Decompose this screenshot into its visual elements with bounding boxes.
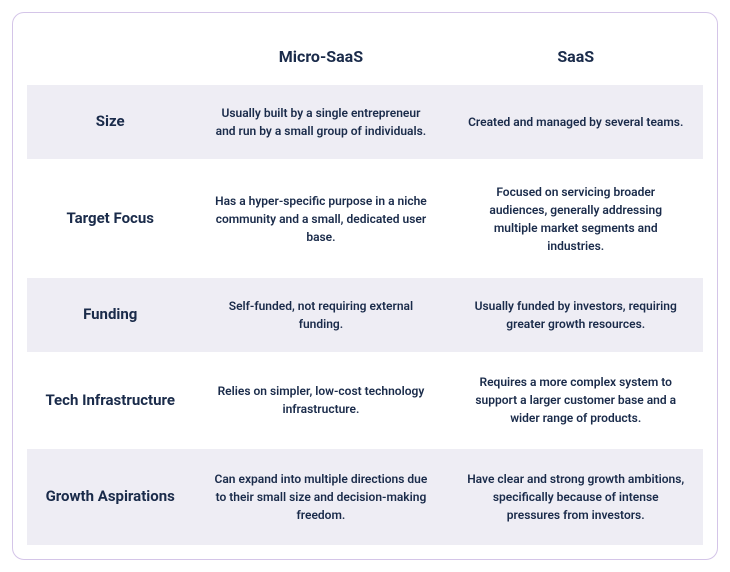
row-label-target: Target Focus <box>27 159 193 278</box>
row-label-size: Size <box>27 85 193 159</box>
table-row: Size Usually built by a single entrepren… <box>27 85 703 159</box>
row-label-tech: Tech Infrastructure <box>27 352 193 448</box>
cell-target-micro: Has a hyper-specific purpose in a niche … <box>193 159 448 278</box>
cell-tech-saas: Requires a more complex system to suppor… <box>448 352 703 448</box>
table-row: Growth Aspirations Can expand into multi… <box>27 449 703 545</box>
gradient-corner-cell <box>27 27 193 85</box>
column-header-saas: SaaS <box>448 27 703 85</box>
column-header-micro: Micro-SaaS <box>193 27 448 85</box>
comparison-table: Micro-SaaS SaaS Size Usually built by a … <box>27 27 703 545</box>
cell-funding-micro: Self-funded, not requiring external fund… <box>193 278 448 352</box>
cell-target-saas: Focused on servicing broader audiences, … <box>448 159 703 278</box>
table-row: Target Focus Has a hyper-specific purpos… <box>27 159 703 278</box>
row-label-growth: Growth Aspirations <box>27 449 193 545</box>
cell-growth-saas: Have clear and strong growth ambitions, … <box>448 449 703 545</box>
table-container: Micro-SaaS SaaS Size Usually built by a … <box>12 12 718 560</box>
cell-funding-saas: Usually funded by investors, requiring g… <box>448 278 703 352</box>
table-header-row: Micro-SaaS SaaS <box>27 27 703 85</box>
table-row: Tech Infrastructure Relies on simpler, l… <box>27 352 703 448</box>
cell-size-micro: Usually built by a single entrepreneur a… <box>193 85 448 159</box>
cell-growth-micro: Can expand into multiple directions due … <box>193 449 448 545</box>
row-label-funding: Funding <box>27 278 193 352</box>
cell-size-saas: Created and managed by several teams. <box>448 85 703 159</box>
table-row: Funding Self-funded, not requiring exter… <box>27 278 703 352</box>
cell-tech-micro: Relies on simpler, low-cost technology i… <box>193 352 448 448</box>
